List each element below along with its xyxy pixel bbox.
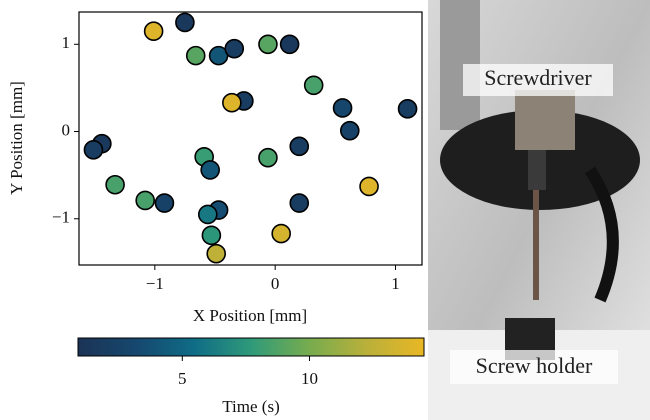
point (303, 75, 324, 96)
point (201, 225, 222, 246)
point (224, 38, 245, 59)
point (359, 176, 379, 197)
plot-frame (78, 11, 423, 266)
driver-neck (528, 150, 546, 190)
point (83, 140, 104, 160)
point (206, 243, 226, 264)
point (289, 136, 310, 157)
y-tick-label: 0 (62, 120, 71, 139)
point (258, 34, 278, 55)
x-tick-label: 0 (271, 274, 280, 293)
bit (533, 190, 539, 300)
colorbar-tick-label: 5 (178, 369, 187, 388)
y-axis-label: Y Position [mm] (7, 81, 26, 195)
x-axis-label: X Position [mm] (193, 306, 307, 325)
point (397, 99, 418, 119)
photo-label: Screwdriver (484, 65, 592, 90)
point (143, 21, 164, 41)
photo-label: Screw holder (476, 353, 593, 378)
point (279, 34, 300, 55)
colorbar-label: Time (s) (222, 397, 279, 416)
y-tick-label: 1 (62, 33, 71, 52)
label-box (450, 350, 618, 384)
point (258, 147, 278, 168)
point (185, 45, 206, 66)
point (175, 12, 195, 33)
point (222, 92, 242, 113)
cable (584, 166, 619, 303)
colorbar (77, 337, 425, 357)
point (197, 204, 218, 225)
colorbar-tick-label: 10 (301, 369, 318, 388)
point (105, 174, 125, 195)
photo: Screwdriver Screw holder (428, 0, 650, 420)
point (135, 190, 155, 211)
x-tick-label: −1 (146, 274, 164, 293)
point (339, 120, 360, 141)
point (271, 223, 291, 244)
x-tick-label: 1 (391, 274, 400, 293)
point (200, 160, 220, 180)
y-tick-label: −1 (52, 208, 70, 227)
driver-body (515, 90, 575, 150)
point (154, 193, 175, 213)
point (289, 193, 310, 213)
point (332, 98, 353, 118)
label-box (463, 64, 613, 96)
